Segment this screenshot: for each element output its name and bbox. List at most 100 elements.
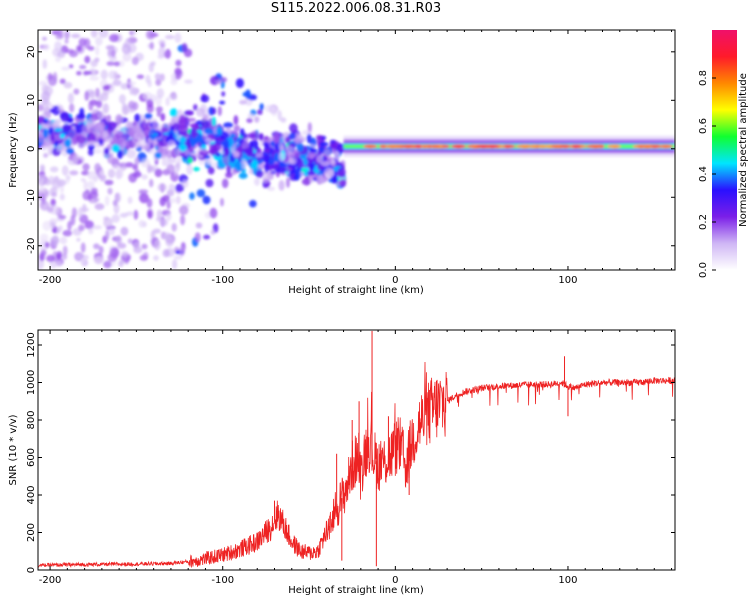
spectrogram-blob (255, 170, 264, 179)
spectrogram-blob (156, 209, 163, 220)
spectrogram-blob (291, 149, 301, 159)
spectrogram-blob (296, 143, 304, 152)
spectrogram-blob (64, 38, 69, 44)
spectrogram-blob (277, 110, 282, 121)
spectrogram-blob (64, 30, 70, 40)
spectrogram-blob (117, 123, 122, 131)
spectrogram-blob (69, 103, 75, 113)
snr-x-label: Height of straight line (km) (288, 585, 424, 596)
spectrogram-blob (83, 180, 88, 191)
spectrogram-blob (112, 164, 121, 170)
spectrogram-blob (145, 30, 156, 40)
spectrogram-blob (191, 128, 197, 139)
spectrogram-blob (211, 161, 219, 168)
spectrogram-blob (201, 121, 210, 128)
spectrogram-blob (250, 140, 259, 148)
spectrogram-blob (53, 119, 60, 127)
spectrogram-blob (139, 254, 148, 261)
spectrogram-blob (262, 141, 270, 147)
spectrogram-blob (307, 122, 312, 133)
x-tick-label: 100 (558, 275, 577, 286)
spectrogram-blob (51, 178, 62, 190)
spectrogram-blob (249, 200, 257, 208)
spectrogram-blob (179, 205, 189, 215)
spectrogram-blob (67, 92, 74, 104)
spectrogram-blob (76, 45, 83, 52)
spectral-line-peak (420, 144, 430, 149)
spectrogram-blob (59, 193, 65, 201)
spectrogram-blob (239, 128, 245, 138)
spectrogram-blob (173, 255, 183, 260)
spectrogram-blob (88, 100, 94, 111)
spectrogram-blob (247, 132, 257, 139)
spectrogram-blob (48, 126, 54, 135)
y-tick-label: 10 (26, 94, 37, 107)
spectrogram-blob (235, 78, 244, 88)
colorbar-tick-label: 0.0 (698, 262, 709, 278)
spectrogram-blob (205, 157, 212, 166)
spectrogram-blob (179, 114, 186, 124)
spectrogram-blob (301, 130, 311, 136)
spectrogram-blob (93, 148, 103, 154)
y-tick-label: 1200 (26, 332, 37, 357)
colorbar-ticks: 0.0 0.2 0.4 0.6 0.8 (698, 70, 716, 278)
spectrogram-blob (259, 103, 265, 111)
spectrogram-blob (220, 197, 224, 207)
spectrogram-blob (113, 71, 119, 81)
spectrogram-blob (39, 180, 44, 185)
spectrogram-blob (78, 38, 87, 47)
spectrogram-blob (104, 179, 114, 186)
spectral-line-peak (379, 144, 388, 149)
spectrogram-blob (113, 61, 121, 67)
y-tick-label: 400 (26, 485, 37, 504)
spectrogram-blob (61, 66, 70, 71)
spectrogram-blob (133, 241, 141, 251)
spectrogram-blob (199, 149, 210, 156)
spectrogram-blob (154, 73, 161, 80)
spectrogram-blob (55, 56, 61, 63)
spectrogram-blob (58, 214, 67, 220)
spectrogram-blob (92, 225, 103, 230)
spectrogram-blob (54, 41, 62, 52)
spectrogram-blob (309, 162, 315, 171)
spectrogram-blob (137, 127, 144, 135)
spectrogram-blob (309, 148, 318, 153)
spectrogram-blob (59, 78, 66, 85)
spectrogram-blob (227, 162, 236, 166)
spectral-line-peak (476, 144, 491, 149)
spectrogram-blob (329, 142, 338, 150)
spectrogram-blob (136, 74, 145, 80)
spectrogram-blob (150, 61, 156, 66)
spectrogram-blob (297, 158, 304, 169)
colorbar-tick-label: 0.2 (698, 214, 709, 230)
spectrogram-blob (78, 224, 85, 232)
spectrogram-blob (259, 140, 264, 148)
spectrogram-blob (118, 94, 126, 104)
spectrogram-blob (216, 79, 223, 85)
spectrogram-blob (50, 198, 56, 207)
spectrogram-blob (221, 178, 229, 189)
spectrogram-blob (84, 55, 91, 64)
spectrogram-blob (160, 113, 166, 122)
spectrogram-blob (88, 227, 94, 235)
spectrogram-blob (115, 113, 123, 124)
spectrogram-blob (221, 91, 226, 97)
spectrogram-marks (38, 30, 675, 270)
spectrogram-blob (267, 186, 275, 191)
spectrogram-blob (40, 249, 47, 257)
spectrogram-blob (86, 132, 96, 144)
spectrogram-blob (329, 159, 336, 167)
spectrogram-blob (306, 153, 316, 159)
colorbar: 0.0 0.2 0.4 0.6 0.8 Normalized spectral ampl… (698, 30, 749, 278)
spectrogram-blob (42, 137, 53, 147)
spectrogram-blob (273, 152, 281, 162)
spectrogram-blob (186, 117, 196, 122)
spectrogram-blob (58, 105, 64, 112)
spectrogram-blob (233, 115, 239, 125)
spectrogram-blob (59, 133, 66, 139)
spectrogram-blob (102, 85, 111, 91)
spectrogram-blob (107, 49, 112, 57)
spectrogram-blob (304, 175, 310, 186)
spectrogram-blob (224, 147, 231, 157)
spectrogram-blob (165, 236, 174, 247)
